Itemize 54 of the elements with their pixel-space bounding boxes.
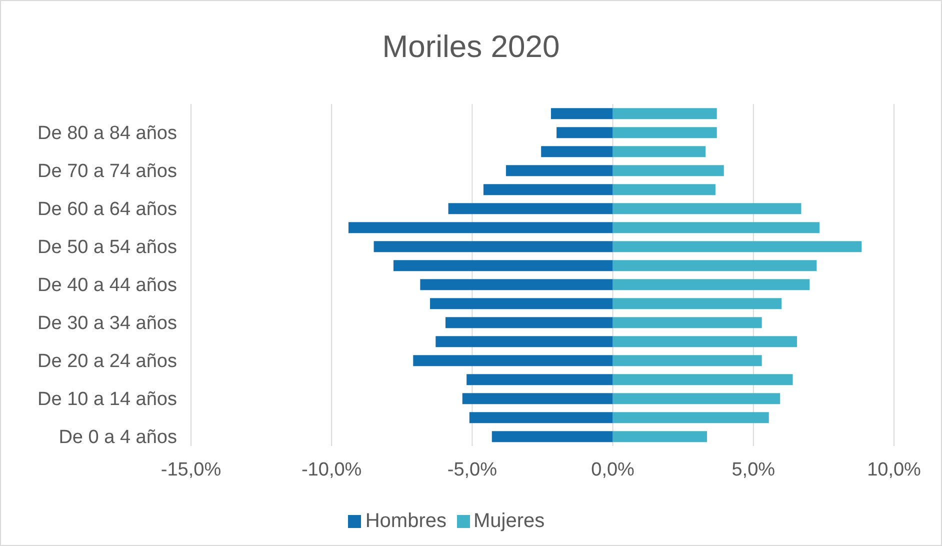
x-tick-label: -5,0%: [447, 459, 498, 480]
bar: [483, 184, 613, 196]
chart-title: Moriles 2020: [381, 29, 561, 65]
bar: [612, 241, 862, 252]
x-tick-label: -15,0%: [160, 459, 222, 480]
legend-label: Mujeres: [474, 510, 545, 532]
bar: [612, 279, 810, 290]
y-tick-label: De 50 a 54 años: [38, 237, 177, 258]
bar: [413, 355, 613, 366]
bar: [612, 317, 762, 328]
bar: [612, 412, 769, 424]
bar: [612, 355, 762, 366]
x-tick-label: -10,0%: [302, 459, 362, 480]
bar: [436, 336, 613, 348]
y-tick-label: De 40 a 44 años: [38, 275, 177, 296]
x-tick-label: 10,0%: [867, 459, 922, 480]
bar: [420, 279, 613, 290]
x-tick-label: 5,0%: [732, 459, 776, 480]
bar: [612, 222, 820, 234]
y-tick-label: De 0 a 4 años: [58, 427, 177, 448]
bar: [430, 298, 613, 310]
bar: [612, 203, 802, 214]
y-tick-label: De 70 a 74 años: [38, 161, 177, 182]
bar: [612, 108, 717, 120]
bar: [612, 336, 797, 348]
bar: [612, 165, 724, 176]
bar: [612, 374, 793, 386]
bar: [612, 431, 707, 442]
bar: [393, 260, 613, 272]
bar: [612, 393, 780, 404]
legend-label: Hombres: [365, 510, 446, 532]
y-tick-label: De 80 a 84 años: [38, 123, 177, 144]
bar: [612, 146, 706, 158]
bar: [556, 127, 613, 138]
bar: [462, 393, 613, 404]
y-tick-label: De 30 a 34 años: [38, 313, 177, 334]
bar: [445, 317, 613, 328]
bar: [612, 184, 716, 196]
x-tick-label: 0,0%: [591, 459, 635, 480]
bar: [506, 165, 613, 176]
bar: [612, 260, 817, 272]
y-tick-label: De 20 a 24 años: [38, 351, 177, 372]
bar: [374, 241, 613, 252]
bar: [348, 222, 613, 234]
bar: [469, 412, 613, 424]
y-tick-label: De 10 a 14 años: [38, 389, 177, 410]
bar: [612, 127, 717, 138]
bar: [612, 298, 782, 310]
bar: [492, 431, 613, 442]
bar: [541, 146, 613, 158]
y-tick-label: De 60 a 64 años: [38, 199, 177, 220]
bar: [466, 374, 613, 386]
bar: [448, 203, 613, 214]
bar: [550, 108, 613, 120]
